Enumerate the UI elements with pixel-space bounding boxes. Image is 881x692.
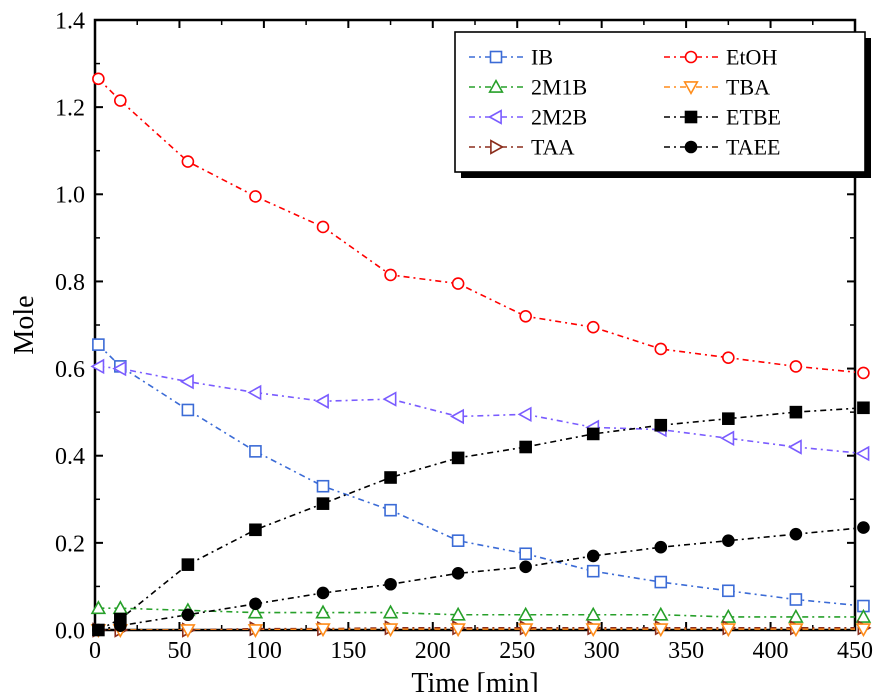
y-tick-label: 0.6 <box>55 357 85 383</box>
y-tick-label: 1.0 <box>55 183 85 209</box>
chart-container: 0 50 100 150 200 250 300 350 400 450 Time [min] 0.0… <box>0 0 881 692</box>
x-tick-label: 350 <box>668 638 704 664</box>
legend-label-2M1B: 2M1B <box>531 75 587 100</box>
y-axis-label: Mole <box>9 295 40 354</box>
x-tick-label: 450 <box>837 638 873 664</box>
x-tick-label: 50 <box>167 638 191 664</box>
y-tick-label: 0.8 <box>55 270 85 296</box>
y-tick-label: 0.0 <box>55 618 85 644</box>
x-tick-label: 100 <box>246 638 282 664</box>
legend-label-TAA: TAA <box>531 135 575 160</box>
legend-label-TBA: TBA <box>726 75 770 100</box>
x-tick-label: 400 <box>753 638 789 664</box>
x-tick-label: 0 <box>89 638 101 664</box>
y-tick-label: 1.2 <box>55 96 85 122</box>
x-tick-label: 250 <box>499 638 535 664</box>
legend-label-2M2B: 2M2B <box>531 105 587 130</box>
x-tick-label: 150 <box>330 638 366 664</box>
legend-label-TAEE: TAEE <box>726 135 780 160</box>
mole-vs-time-chart: 0 50 100 150 200 250 300 350 400 450 Time [min] 0.0… <box>0 0 881 692</box>
x-tick-label: 300 <box>584 638 620 664</box>
legend-label-EtOH: EtOH <box>726 45 777 70</box>
y-tick-label: 0.2 <box>55 531 85 557</box>
y-tick-label: 0.4 <box>55 444 85 470</box>
x-tick-label: 200 <box>415 638 451 664</box>
legend-box <box>455 32 865 172</box>
legend-label-IB: IB <box>531 45 553 70</box>
y-tick-label: 1.4 <box>55 8 85 34</box>
x-axis-label: Time [min] <box>411 668 538 692</box>
legend-label-ETBE: ETBE <box>726 105 781 130</box>
